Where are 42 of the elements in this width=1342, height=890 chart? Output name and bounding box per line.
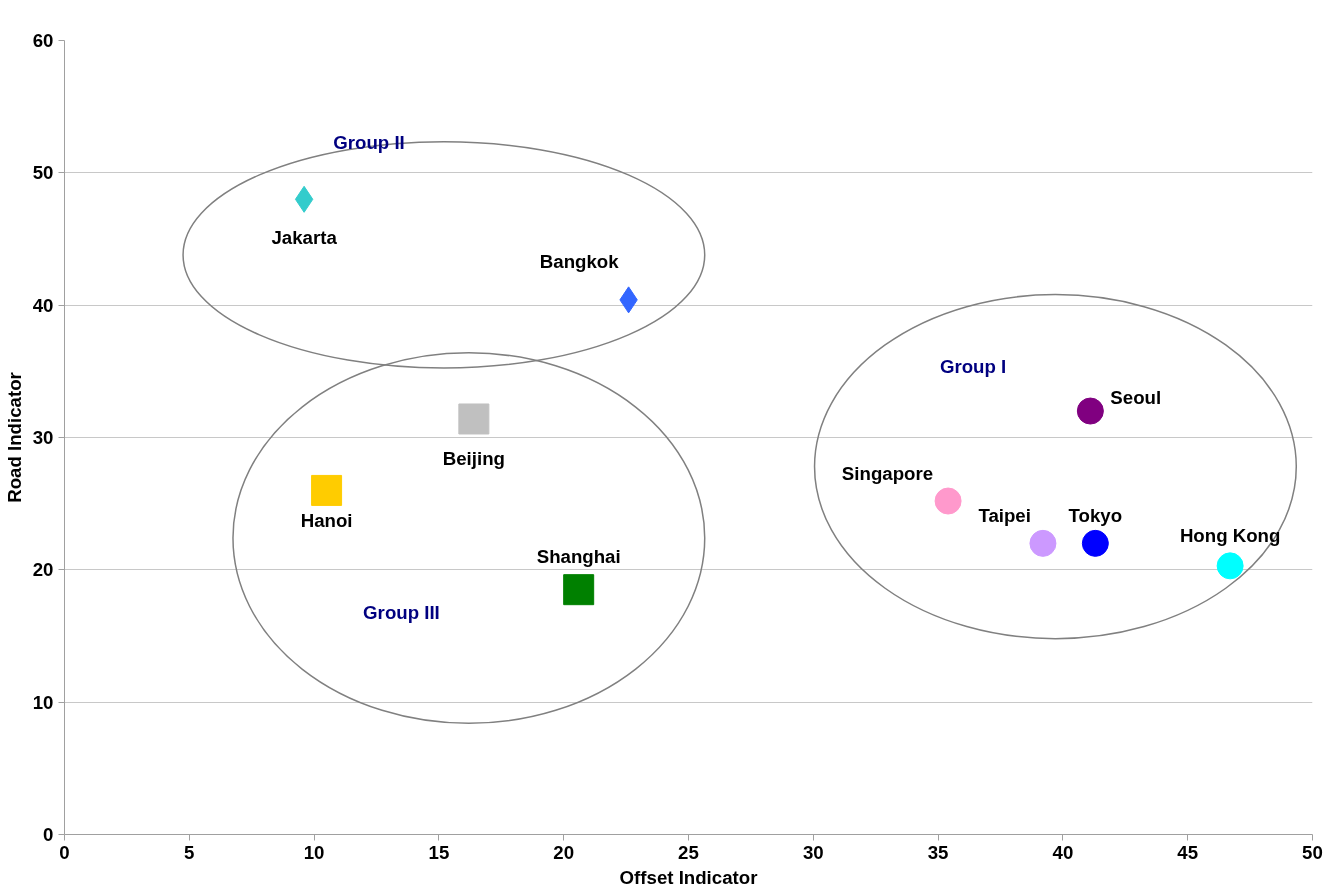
y-tick-label: 40 bbox=[32, 294, 54, 316]
point bbox=[563, 574, 595, 606]
series-label: Seoul bbox=[1110, 386, 1162, 408]
annotation: Group II bbox=[333, 131, 405, 153]
series-label: Hanoi bbox=[300, 509, 353, 531]
y-tick-label: 50 bbox=[32, 162, 54, 184]
x-tick-label: 20 bbox=[553, 841, 575, 863]
series-label: Singapore bbox=[841, 462, 934, 484]
point bbox=[934, 487, 962, 515]
x-tick-label: 50 bbox=[1302, 841, 1323, 863]
x-tick-label: 35 bbox=[927, 841, 949, 863]
x-tick-label: 40 bbox=[1052, 841, 1074, 863]
point bbox=[1216, 552, 1244, 580]
point bbox=[458, 403, 490, 435]
x-tick-label: 15 bbox=[428, 841, 450, 863]
series-label: Tokyo bbox=[1068, 504, 1123, 526]
x-axis-title: Offset Indicator bbox=[619, 866, 758, 888]
x-tick-label: 45 bbox=[1177, 841, 1199, 863]
x-tick-label: 10 bbox=[303, 841, 325, 863]
point bbox=[294, 185, 314, 213]
series-label: Hong Kong bbox=[1179, 525, 1281, 547]
y-axis-title: Road Indicator bbox=[3, 372, 25, 503]
series-label: Bangkok bbox=[539, 251, 620, 273]
point bbox=[311, 474, 343, 506]
x-tick-label: 0 bbox=[59, 841, 70, 863]
point bbox=[1081, 529, 1109, 557]
series-label: Taipei bbox=[978, 504, 1031, 526]
series-label: Jakarta bbox=[271, 226, 338, 248]
annotation: Group I bbox=[939, 355, 1007, 377]
x-tick-label: 25 bbox=[678, 841, 699, 863]
point bbox=[1029, 529, 1057, 557]
y-tick-label: 60 bbox=[32, 30, 54, 51]
x-tick-label: 30 bbox=[802, 841, 824, 863]
series-label: Beijing bbox=[442, 448, 505, 470]
y-tick-label: 0 bbox=[43, 824, 54, 845]
y-tick-label: 30 bbox=[32, 427, 54, 448]
x-tick-label: 5 bbox=[184, 841, 195, 863]
annotation: Group III bbox=[363, 601, 440, 623]
point bbox=[1076, 397, 1104, 425]
series-label: Shanghai bbox=[536, 546, 621, 568]
y-tick-label: 20 bbox=[32, 559, 54, 581]
y-tick-label: 10 bbox=[32, 691, 54, 713]
